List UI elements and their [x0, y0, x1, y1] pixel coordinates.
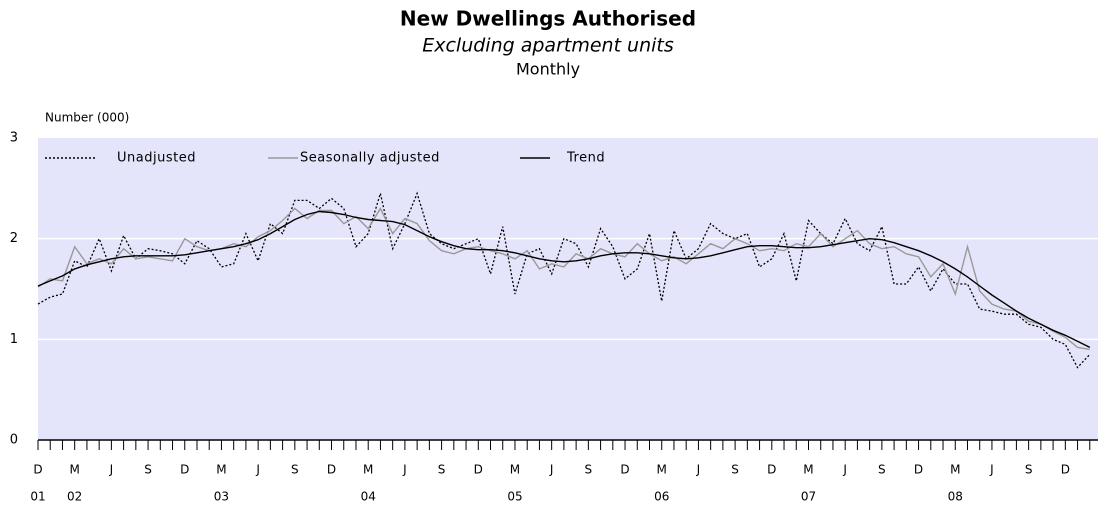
- x-tick-label: D: [474, 463, 483, 477]
- x-year-label: 03: [214, 490, 229, 504]
- x-tick-label: J: [402, 463, 407, 477]
- x-tick-label: M: [510, 463, 520, 477]
- x-year-label: 07: [801, 490, 816, 504]
- x-tick-label: J: [842, 463, 847, 477]
- x-tick-label: J: [989, 463, 994, 477]
- x-tick-label: M: [950, 463, 960, 477]
- chart-title: New Dwellings Authorised: [400, 7, 696, 31]
- x-tick-label: D: [620, 463, 629, 477]
- plot-area: [38, 138, 1098, 440]
- x-tick-label: D: [767, 463, 776, 477]
- legend-label: Trend: [566, 151, 605, 166]
- x-tick-label: M: [1097, 463, 1098, 477]
- x-tick-label: S: [438, 463, 446, 477]
- x-tick-label: M: [803, 463, 813, 477]
- legend-label: Unadjusted: [117, 151, 196, 166]
- x-tick-label: S: [878, 463, 886, 477]
- x-year-label: 06: [654, 490, 669, 504]
- x-tick-label: D: [1061, 463, 1070, 477]
- x-year-label: 08: [948, 490, 963, 504]
- x-tick-label: S: [291, 463, 299, 477]
- x-year-label: 05: [507, 490, 522, 504]
- x-tick-label: S: [731, 463, 739, 477]
- y-tick-label: 0: [10, 433, 18, 448]
- y-tick-label: 2: [10, 231, 18, 246]
- x-year-label: 04: [361, 490, 376, 504]
- y-tick-label: 1: [10, 332, 18, 347]
- x-year-label: 01: [30, 490, 45, 504]
- y-axis-label: Number (000): [45, 111, 129, 125]
- x-tick-label: D: [33, 463, 42, 477]
- x-tick-label: J: [696, 463, 701, 477]
- x-tick-label: M: [657, 463, 667, 477]
- x-tick-label: M: [216, 463, 226, 477]
- x-tick-label: S: [1025, 463, 1033, 477]
- series-line: [37, 190, 1091, 369]
- x-tick-label: J: [255, 463, 260, 477]
- x-tick-label: S: [585, 463, 593, 477]
- x-tick-label: D: [914, 463, 923, 477]
- x-tick-label: J: [549, 463, 554, 477]
- x-year-label: 02: [67, 490, 82, 504]
- x-tick-label: S: [144, 463, 152, 477]
- x-tick-label: J: [109, 463, 114, 477]
- y-tick-label: 3: [10, 131, 18, 146]
- x-tick-label: M: [363, 463, 373, 477]
- x-tick-label: D: [327, 463, 336, 477]
- legend-label: Seasonally adjusted: [300, 151, 440, 166]
- x-tick-label: M: [70, 463, 80, 477]
- chart-subtitle: Excluding apartment units: [422, 35, 674, 57]
- x-tick-label: D: [180, 463, 189, 477]
- series-line: [37, 210, 1091, 349]
- frequency-label: Monthly: [516, 60, 580, 79]
